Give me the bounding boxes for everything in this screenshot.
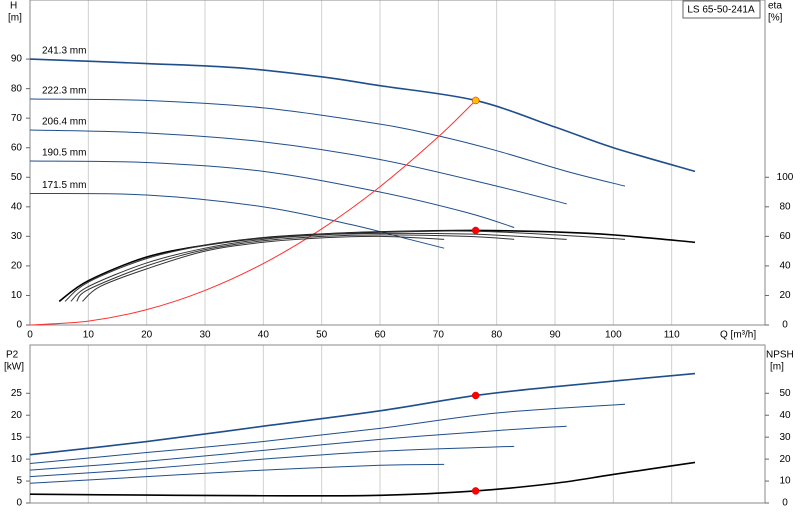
y2-tick-label: 100 (777, 172, 794, 183)
y-tick-label: 15 (11, 432, 23, 443)
y-tick-label: 40 (11, 201, 23, 212)
y-tick-label: 50 (11, 172, 23, 183)
curve (29, 98, 626, 187)
curve (29, 463, 445, 484)
y-tick-label: 10 (11, 290, 23, 301)
y2-label: NPSH (766, 350, 794, 361)
y-tick-label: 20 (11, 410, 23, 421)
x-tick-label: 30 (199, 330, 211, 341)
curve (70, 232, 567, 302)
x-tick-label: 90 (549, 330, 561, 341)
x-tick-label: 100 (605, 330, 622, 341)
y2-unit: [%] (768, 13, 783, 24)
y-tick-label: 25 (11, 388, 23, 399)
curve (29, 58, 696, 173)
curve (29, 160, 515, 228)
y2-tick-label: 50 (779, 388, 791, 399)
x-tick-label: 20 (141, 330, 153, 341)
y-label: P2 (6, 350, 19, 361)
plot-frame (29, 344, 766, 504)
curve (29, 403, 626, 464)
y2-tick-label: 0 (782, 498, 788, 509)
curve-label: 190.5 mm (42, 148, 86, 159)
x-tick-label: 70 (433, 330, 445, 341)
y2-label: eta (768, 1, 782, 12)
y-unit: [m] (8, 13, 22, 24)
duty-point (471, 487, 480, 495)
curve (82, 235, 445, 302)
title-box (682, 0, 761, 19)
y2-tick-label: 10 (779, 476, 791, 487)
y2-tick-label: 0 (782, 320, 788, 331)
duty-point (471, 96, 480, 105)
x-tick-label: 0 (27, 330, 33, 341)
y2-tick-label: 40 (779, 410, 791, 421)
x-tick-label: 50 (316, 330, 328, 341)
x-tick-label: 110 (664, 330, 680, 341)
y2-tick-label: 20 (779, 290, 791, 301)
y-label: H (10, 1, 17, 12)
y2-tick-label: 30 (779, 432, 791, 443)
x-tick-label: 80 (491, 330, 503, 341)
y-tick-label: 20 (11, 261, 23, 272)
y-tick-label: 5 (16, 476, 22, 487)
curve (76, 234, 515, 302)
y-unit: [kW] (4, 362, 24, 373)
x-tick-label: 40 (258, 330, 270, 341)
curve (29, 425, 567, 471)
curve (29, 372, 696, 456)
y-tick-label: 80 (11, 83, 23, 94)
curve (29, 461, 696, 497)
curve (29, 129, 567, 205)
curve (29, 193, 445, 249)
curve (29, 100, 477, 326)
curve-label: 241.3 mm (42, 46, 86, 57)
y-tick-label: 60 (11, 142, 23, 153)
y2-tick-label: 40 (779, 261, 791, 272)
x-label: Q [m³/h] (720, 330, 756, 341)
y-tick-label: 30 (11, 231, 23, 242)
y-tick-label: 70 (11, 113, 23, 124)
y-tick-label: 0 (16, 498, 22, 509)
duty-point (471, 391, 480, 400)
y-tick-label: 90 (11, 54, 23, 65)
x-tick-label: 10 (83, 330, 95, 341)
x-tick-label: 60 (374, 330, 386, 341)
plot-frame (29, 0, 766, 326)
y2-unit: [m] (770, 362, 784, 373)
curve-label: 206.4 mm (42, 117, 86, 128)
y2-tick-label: 60 (779, 231, 791, 242)
y2-tick-label: 20 (779, 454, 791, 465)
y-tick-label: 10 (11, 454, 23, 465)
curve (29, 445, 515, 478)
y-tick-label: 0 (16, 320, 22, 331)
curve-label: 171.5 mm (42, 180, 86, 191)
duty-point (471, 226, 480, 235)
curve (64, 230, 626, 302)
y2-tick-label: 80 (779, 201, 791, 212)
curve-label: 222.3 mm (42, 86, 86, 97)
chart-title: LS 65-50-241A (687, 5, 755, 16)
